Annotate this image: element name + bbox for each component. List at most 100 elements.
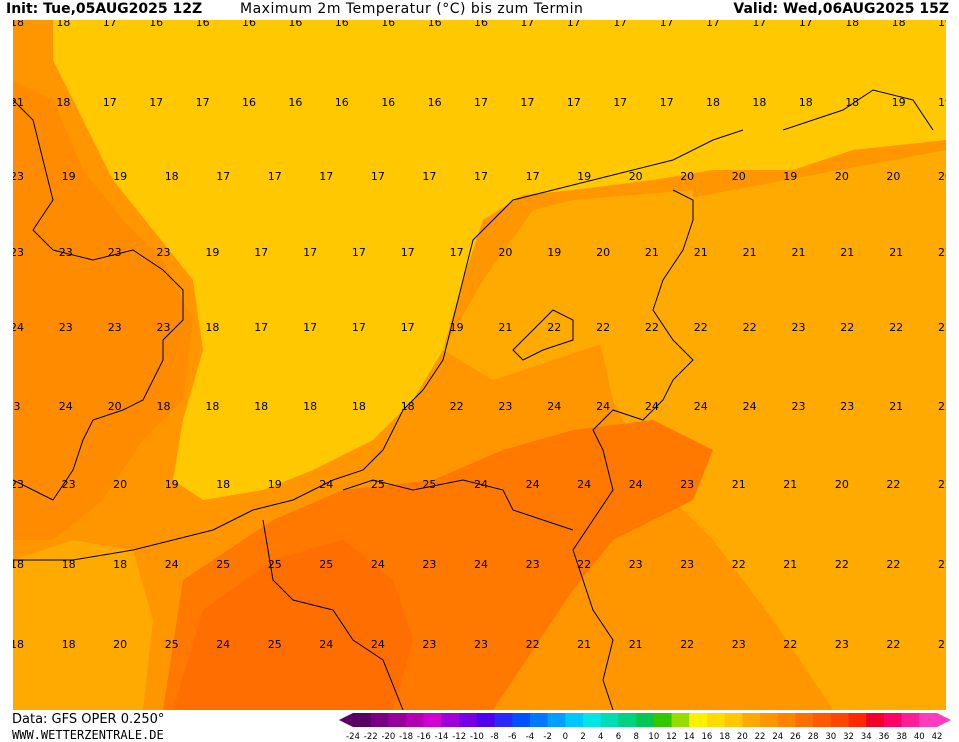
temperature-value: 22	[547, 321, 561, 334]
colorbar-tick: 2	[580, 732, 585, 741]
temperature-value: 23	[474, 638, 488, 651]
temperature-value: 23	[422, 638, 436, 651]
temperature-value: 24	[645, 400, 659, 413]
colorbar-tick: -16	[417, 732, 431, 741]
colorbar-swatch	[600, 713, 619, 727]
temperature-value: 23	[732, 638, 746, 651]
temperature-value: 18	[845, 96, 859, 109]
temperature-value: 25	[319, 558, 333, 571]
temperature-value: 21	[577, 638, 591, 651]
temperature-value: 17	[526, 170, 540, 183]
temperature-value: 18	[13, 20, 24, 29]
temperature-value: 18	[62, 558, 76, 571]
temperature-value: 17	[149, 96, 163, 109]
colorbar-tick: 14	[684, 732, 695, 741]
temperature-value: 22	[889, 321, 903, 334]
temperature-value: 24	[743, 400, 757, 413]
temperature-value: 24	[526, 478, 540, 491]
temperature-value: 16	[288, 96, 302, 109]
coast-england-east	[13, 99, 184, 501]
temperature-value: 18	[303, 400, 317, 413]
colorbar-tick: 28	[808, 732, 819, 741]
temperature-value: 20	[113, 638, 127, 651]
temperature-value: 20	[886, 170, 900, 183]
temperature-value: 24	[319, 638, 333, 651]
colorbar-tick: -4	[526, 732, 534, 741]
temperature-value: 18	[205, 321, 219, 334]
temperature-value: 19	[577, 170, 591, 183]
temperature-value: 20	[629, 170, 643, 183]
colorbar-tick: 18	[719, 732, 730, 741]
temperature-value: 22	[732, 558, 746, 571]
temperature-value: 17	[352, 321, 366, 334]
temperature-value: 21	[13, 96, 24, 109]
temperature-value: 22	[886, 478, 900, 491]
colorbar-swatch	[813, 713, 832, 727]
colorbar-swatch	[406, 713, 425, 727]
temperature-value: 23	[792, 321, 806, 334]
border-belgium-north	[342, 479, 574, 531]
colorbar-swatch	[795, 713, 814, 727]
temperature-value: 20	[596, 246, 610, 259]
temperature-value: 18	[205, 400, 219, 413]
temperature-value: 21	[783, 558, 797, 571]
colorbar-tick: -10	[470, 732, 484, 741]
temperature-value: 23	[840, 400, 854, 413]
lake-ijsselmeer	[512, 309, 574, 361]
colorbar-swatch	[689, 713, 708, 727]
temperature-value: 16	[288, 20, 302, 29]
temperature-value: 17	[706, 20, 720, 29]
temperature-value: 17	[268, 170, 282, 183]
temperature-value: 25	[268, 558, 282, 571]
temperature-value: 18	[752, 96, 766, 109]
temperature-value: 25	[422, 478, 436, 491]
colorbar-swatch	[919, 713, 938, 727]
temperature-value: 19	[165, 478, 179, 491]
temperature-value: 16	[428, 96, 442, 109]
colorbar-swatch	[848, 713, 867, 727]
init-time: Init: Tue,05AUG2025 12Z	[6, 1, 203, 17]
temperature-value: 22	[645, 321, 659, 334]
temperature-value: 21	[629, 638, 643, 651]
temperature-value: 18	[56, 20, 70, 29]
temperature-value: 18	[845, 20, 859, 29]
temperature-value: 18	[165, 170, 179, 183]
colorbar-tick: -6	[508, 732, 516, 741]
temperature-value: 18	[56, 96, 70, 109]
temperature-value: 22	[938, 400, 946, 413]
temperature-value: 23	[422, 558, 436, 571]
temperature-value: 18	[401, 400, 415, 413]
field-sea-cool	[53, 20, 946, 500]
colorbar-swatch	[901, 713, 920, 727]
colorbar-tick: 4	[598, 732, 603, 741]
temperature-value: 23	[498, 400, 512, 413]
colorbar-tick: 8	[633, 732, 638, 741]
temperature-value: 24	[694, 400, 708, 413]
temperature-value: 21	[743, 246, 757, 259]
colorbar-tick: -20	[381, 732, 395, 741]
temperature-value: 19	[547, 246, 561, 259]
map-title: Maximum 2m Temperatur (°C) bis zum Termi…	[240, 1, 584, 17]
colorbar-swatch	[706, 713, 726, 727]
temperature-value: 17	[613, 96, 627, 109]
temperature-value: 17	[303, 246, 317, 259]
temperature-value: 19	[62, 170, 76, 183]
colorbar-arrow-high	[937, 713, 951, 727]
colorbar-swatch	[583, 713, 602, 727]
colorbar-tick: 12	[666, 732, 677, 741]
temperature-value: 3	[14, 400, 21, 413]
temperature-value: 23	[13, 478, 24, 491]
border-france-belgium	[262, 519, 404, 710]
temperature-value: 17	[254, 246, 268, 259]
temperature-value: 17	[799, 20, 813, 29]
temperature-value: 19	[268, 478, 282, 491]
temperature-value: 22	[840, 321, 854, 334]
data-source: Data: GFS OPER 0.250°	[12, 712, 165, 727]
temperature-value: 24	[547, 400, 561, 413]
temperature-value: 22	[596, 321, 610, 334]
site-url: WWW.WETTERZENTRALE.DE	[12, 728, 164, 742]
temperature-value: 16	[381, 96, 395, 109]
temperature-value: 18	[216, 478, 230, 491]
colorbar-tick: 24	[772, 732, 783, 741]
temperature-value: 20	[108, 400, 122, 413]
